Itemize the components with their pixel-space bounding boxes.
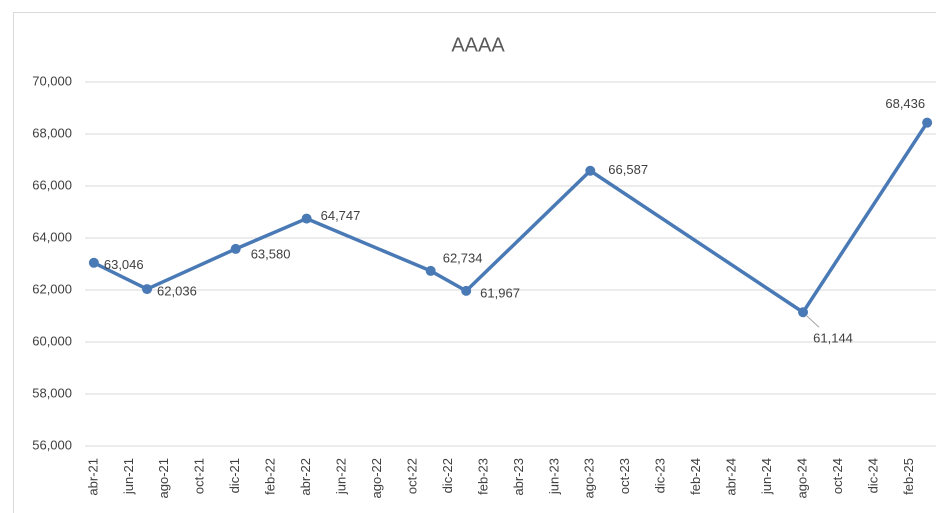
x-tick-label: dic-21: [227, 458, 242, 493]
chart-title: AAAA: [451, 34, 505, 56]
line-segment: [588, 168, 805, 315]
y-tick-label: 66,000: [32, 177, 72, 192]
x-tick-label: jun-21: [121, 458, 136, 495]
x-tick-label: abr-23: [511, 458, 526, 496]
line-segment: [801, 120, 929, 315]
y-tick-label: 64,000: [32, 229, 72, 244]
line-segment: [145, 247, 238, 291]
data-label: 61,967: [480, 285, 520, 300]
y-tick-label: 60,000: [32, 333, 72, 348]
data-label: 66,587: [608, 162, 648, 177]
point: [425, 265, 436, 276]
point: [461, 285, 472, 296]
y-tick-label: 62,000: [32, 281, 72, 296]
x-tick-label: oct-23: [617, 458, 632, 494]
point: [922, 117, 933, 128]
leader-line: [805, 314, 820, 328]
data-label: 61,144: [813, 331, 853, 346]
x-tick-label: ago-21: [156, 458, 171, 498]
x-tick-label: feb-25: [901, 458, 916, 495]
y-tick-label: 68,000: [32, 125, 72, 140]
point: [88, 257, 99, 268]
line-segment: [304, 216, 433, 273]
x-tick-label: dic-22: [440, 458, 455, 493]
data-label: 62,036: [157, 284, 197, 299]
line-segment: [233, 216, 309, 251]
y-tick-label: 56,000: [32, 437, 72, 452]
data-label: 68,436: [885, 96, 925, 111]
point: [585, 165, 596, 176]
data-label: 63,580: [251, 246, 291, 261]
line-segment: [92, 261, 149, 291]
x-tick-label: oct-22: [404, 458, 419, 494]
point: [798, 307, 809, 318]
line-segment: [464, 168, 593, 293]
x-tick-label: abr-22: [298, 458, 313, 496]
x-tick-label: dic-24: [865, 458, 880, 493]
x-tick-label: jun-23: [546, 458, 561, 495]
point: [301, 213, 312, 224]
y-tick-label: 58,000: [32, 385, 72, 400]
point: [142, 284, 153, 295]
x-tick-label: abr-24: [724, 458, 739, 496]
x-tick-label: ago-24: [794, 458, 809, 498]
x-tick-label: ago-22: [369, 458, 384, 498]
data-label: 62,734: [443, 250, 483, 265]
line-segment: [428, 269, 468, 293]
data-label: 64,747: [321, 208, 361, 223]
x-tick-label: oct-24: [830, 458, 845, 494]
x-tick-label: dic-23: [653, 458, 668, 493]
y-tick-label: 70,000: [32, 73, 72, 88]
x-tick-label: jun-22: [334, 458, 349, 495]
x-tick-label: feb-24: [688, 458, 703, 495]
data-label: 63,046: [104, 257, 144, 272]
point: [230, 243, 241, 254]
x-tick-label: feb-23: [475, 458, 490, 495]
chart-border: [13, 12, 936, 513]
x-tick-label: jun-24: [759, 458, 774, 495]
x-tick-label: abr-21: [85, 458, 100, 496]
x-tick-label: oct-21: [192, 458, 207, 494]
x-tick-label: feb-22: [263, 458, 278, 495]
x-tick-label: ago-23: [582, 458, 597, 498]
